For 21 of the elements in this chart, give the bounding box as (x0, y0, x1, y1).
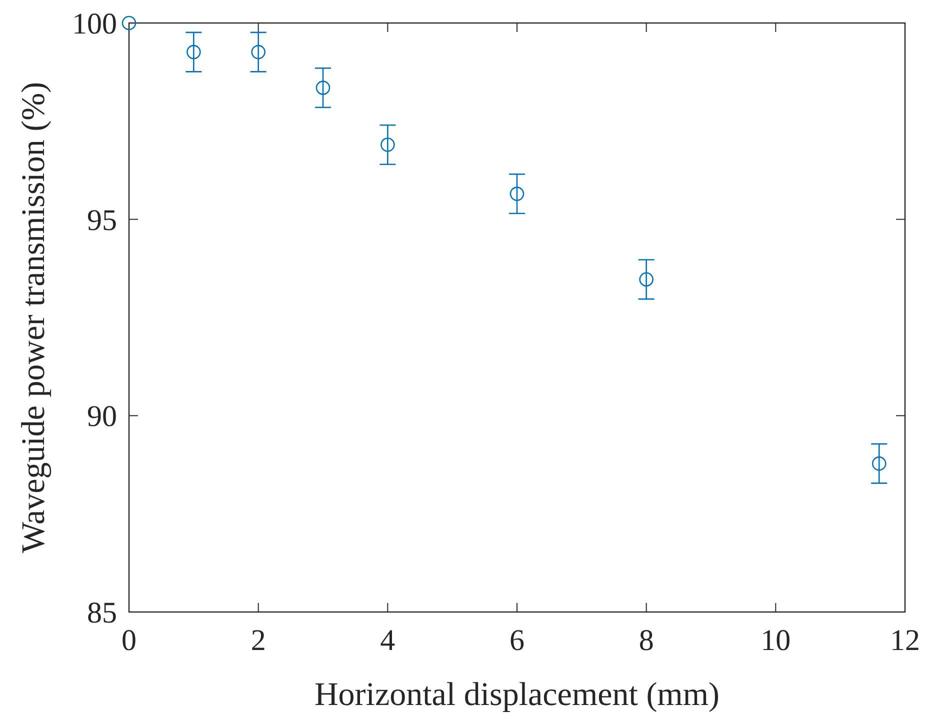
x-axis-title: Horizontal displacement (mm) (314, 677, 720, 713)
point (639, 272, 654, 287)
y-tick-label: 90 (87, 400, 117, 434)
y-tick-label: 85 (87, 596, 117, 630)
point (380, 138, 395, 152)
point (251, 44, 266, 60)
point (186, 44, 201, 60)
x-tick-label: 6 (510, 624, 524, 657)
x-tick-label: 12 (890, 624, 920, 657)
point (316, 80, 330, 95)
x-tick-label: 0 (122, 624, 136, 657)
y-axis-title: Waveguide power transmission (%) (16, 82, 52, 554)
x-tick-label: 2 (250, 624, 266, 657)
point (122, 16, 136, 30)
point (872, 456, 886, 471)
y-tick-label: 100 (72, 8, 117, 40)
x-tick-label: 4 (380, 624, 396, 657)
x-tick-label: 8 (638, 624, 654, 657)
x-tick-label: 10 (760, 624, 791, 657)
point (510, 186, 524, 201)
y-tick-label: 95 (87, 204, 117, 237)
